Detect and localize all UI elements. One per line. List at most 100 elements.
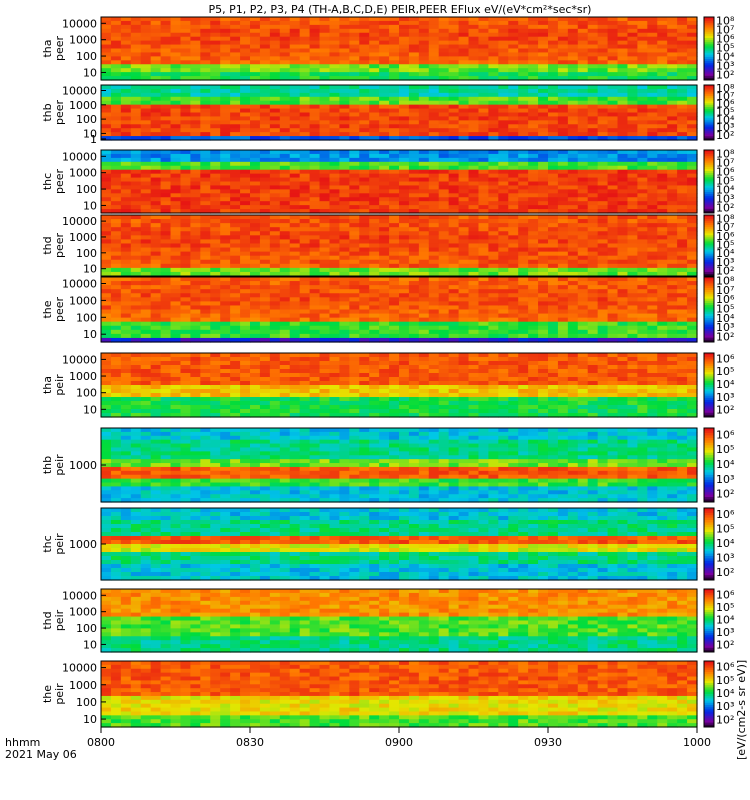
colorbar-segment: [704, 97, 714, 101]
heatmap-cell: [379, 124, 390, 129]
heatmap-cell: [637, 128, 648, 133]
heatmap-cell: [170, 64, 182, 69]
heatmap-cell: [478, 177, 489, 183]
heatmap-cell: [637, 64, 648, 69]
heatmap-cell: [180, 173, 191, 179]
heatmap-cell: [438, 317, 450, 323]
heatmap-cell: [101, 353, 112, 358]
heatmap-cell: [389, 173, 400, 179]
heatmap-cell: [309, 116, 321, 121]
heatmap-cell: [309, 76, 321, 81]
heatmap-cell: [557, 56, 569, 61]
heatmap-cell: [359, 189, 370, 194]
heatmap-cell: [170, 92, 182, 98]
heatmap-cell: [250, 219, 261, 224]
heatmap-cell: [428, 88, 440, 94]
colorbar-segment: [704, 281, 714, 284]
heatmap-cell: [259, 333, 271, 339]
heatmap-cell: [637, 259, 648, 265]
colorbar-segment: [704, 326, 714, 330]
heatmap-cell: [259, 153, 271, 159]
heatmap-cell: [627, 40, 638, 46]
heatmap-cell: [190, 177, 201, 183]
heatmap-cell: [488, 85, 499, 90]
heatmap-cell: [687, 44, 698, 50]
heatmap-cell: [299, 231, 311, 236]
heatmap-cell: [607, 48, 619, 54]
heatmap-cell: [567, 20, 579, 26]
heatmap-cell: [250, 329, 261, 335]
heatmap-cell: [101, 267, 112, 273]
heatmap-cell: [240, 317, 251, 323]
heatmap-cell: [468, 124, 480, 129]
heatmap-cell: [607, 165, 619, 171]
heatmap-cell: [587, 36, 599, 42]
heatmap-cell: [250, 181, 261, 187]
heatmap-cell: [190, 223, 201, 228]
colorbar-segment: [704, 255, 714, 259]
heatmap-cell: [190, 150, 201, 155]
heatmap-cell: [110, 17, 122, 22]
heatmap-cell: [627, 255, 638, 261]
heatmap-cell: [677, 267, 688, 273]
heatmap-cell: [647, 201, 658, 206]
heatmap-cell: [160, 223, 172, 228]
heatmap-cell: [210, 309, 221, 315]
heatmap-cell: [339, 124, 350, 129]
heatmap-cell: [220, 136, 231, 141]
heatmap-cell: [170, 197, 182, 202]
heatmap-cell: [389, 112, 400, 118]
heatmap-cell: [538, 150, 549, 155]
heatmap-cell: [160, 219, 172, 224]
heatmap-cell: [299, 56, 311, 61]
heatmap-cell: [180, 36, 191, 42]
heatmap-cell: [657, 243, 668, 249]
heatmap-cell: [567, 104, 579, 110]
heatmap-cell: [617, 120, 629, 125]
heatmap-cell: [220, 231, 231, 236]
heatmap-cell: [687, 215, 698, 220]
colorbar-segment: [704, 67, 714, 70]
heatmap-cell: [438, 136, 450, 141]
heatmap-cell: [289, 267, 301, 273]
heatmap-cell: [110, 227, 122, 232]
heatmap-cell: [627, 239, 638, 245]
heatmap-cell: [577, 72, 589, 77]
heatmap-cell: [528, 201, 539, 206]
heatmap-cell: [160, 181, 172, 187]
heatmap-cell: [488, 60, 499, 65]
heatmap-cell: [587, 317, 599, 323]
heatmap-cell: [488, 44, 499, 50]
heatmap-cell: [418, 64, 430, 69]
heatmap-cell: [329, 100, 340, 106]
heatmap-cell: [140, 313, 152, 319]
heatmap-cell: [528, 76, 539, 81]
heatmap-cell: [567, 337, 579, 343]
heatmap-cell: [130, 235, 142, 240]
heatmap-cell: [120, 68, 132, 73]
heatmap-cell: [399, 337, 410, 343]
heatmap-cell: [627, 293, 638, 298]
heatmap-cell: [110, 44, 122, 50]
heatmap-cell: [319, 333, 331, 339]
colorbar-tick-label: 10⁴: [716, 247, 735, 260]
heatmap-cell: [140, 197, 152, 202]
heatmap-cell: [399, 72, 410, 77]
heatmap-cell: [498, 173, 509, 179]
heatmap-cell: [518, 271, 529, 277]
heatmap-cell: [677, 181, 688, 187]
heatmap-cell: [418, 96, 430, 102]
colorbar-segment: [704, 35, 714, 39]
heatmap-cell: [557, 247, 569, 253]
heatmap-cell: [259, 88, 271, 94]
heatmap-cell: [597, 251, 609, 257]
heatmap-cell: [687, 271, 698, 277]
heatmap-cell: [478, 128, 489, 133]
heatmap-cell: [210, 169, 221, 175]
heatmap-cell: [180, 255, 191, 261]
heatmap-cell: [250, 124, 261, 129]
heatmap-cell: [309, 104, 321, 110]
heatmap-cell: [528, 169, 539, 175]
heatmap-cell: [468, 32, 480, 38]
